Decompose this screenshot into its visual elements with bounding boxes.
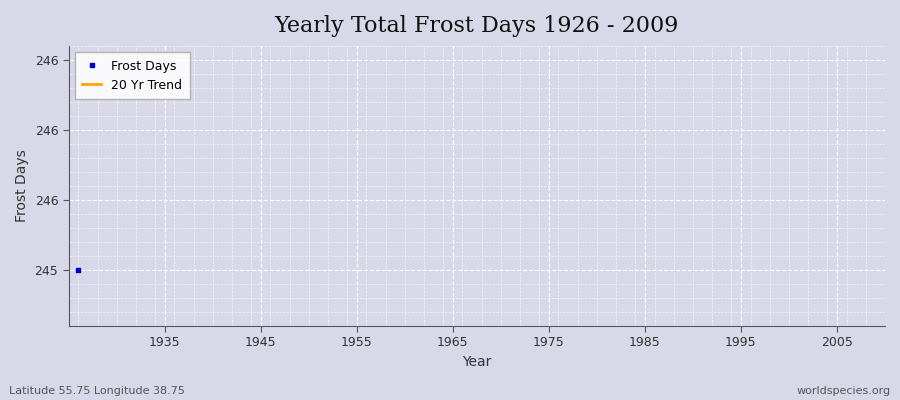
Text: Latitude 55.75 Longitude 38.75: Latitude 55.75 Longitude 38.75 <box>9 386 184 396</box>
Title: Yearly Total Frost Days 1926 - 2009: Yearly Total Frost Days 1926 - 2009 <box>274 15 679 37</box>
Frost Days <box>71 267 86 273</box>
Legend: Frost Days, 20 Yr Trend: Frost Days, 20 Yr Trend <box>75 52 190 99</box>
X-axis label: Year: Year <box>463 355 491 369</box>
Text: worldspecies.org: worldspecies.org <box>796 386 891 396</box>
Y-axis label: Frost Days: Frost Days <box>15 150 29 222</box>
